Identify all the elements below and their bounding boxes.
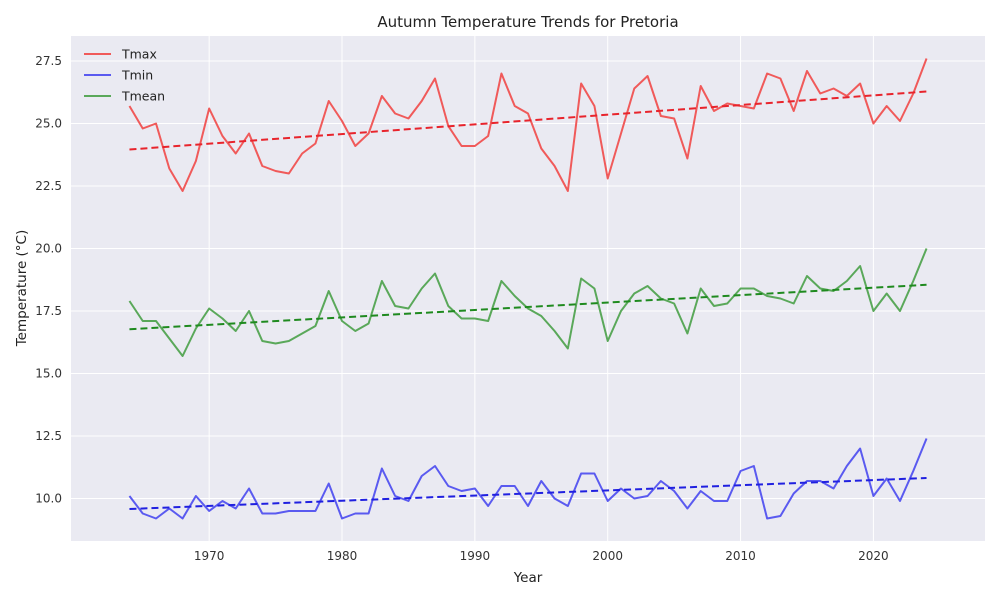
series-line-tmin	[128, 438, 928, 520]
x-tick-label: 1970	[194, 549, 225, 563]
trend-line-tmax	[129, 90, 927, 151]
legend-label-tmin: Tmin	[121, 68, 153, 83]
y-tick-label: 12.5	[35, 429, 62, 443]
y-tick-label: 22.5	[35, 179, 62, 193]
tick-labels: 1970 1980 1990 2000 2010 2020 10.0 12.5 15.0 17.5…	[35, 54, 888, 563]
x-tick-label: 1980	[327, 549, 358, 563]
x-tick-label: 2000	[592, 549, 623, 563]
trend-line-tmin	[129, 477, 927, 510]
y-tick-label: 15.0	[35, 367, 62, 381]
series-line-tmean	[128, 248, 928, 357]
y-tick-label: 17.5	[35, 304, 62, 318]
grid-lines	[71, 36, 985, 541]
y-tick-label: 10.0	[35, 492, 62, 506]
y-tick-label: 25.0	[35, 117, 62, 131]
series-layer	[128, 58, 928, 520]
legend: Tmax Tmin Tmean	[84, 47, 165, 104]
x-tick-label: 2020	[858, 549, 889, 563]
series-line-tmax	[128, 58, 928, 192]
legend-label-tmean: Tmean	[121, 89, 165, 104]
y-tick-label: 20.0	[35, 242, 62, 256]
x-tick-label: 2010	[725, 549, 756, 563]
y-tick-label: 27.5	[35, 54, 62, 68]
y-axis-label: Temperature (°C)	[14, 230, 30, 348]
trend-line-tmean	[129, 283, 927, 331]
x-axis-label: Year	[513, 570, 543, 586]
x-tick-label: 1990	[460, 549, 491, 563]
chart-title: Autumn Temperature Trends for Pretoria	[377, 13, 678, 31]
legend-label-tmax: Tmax	[121, 47, 157, 62]
